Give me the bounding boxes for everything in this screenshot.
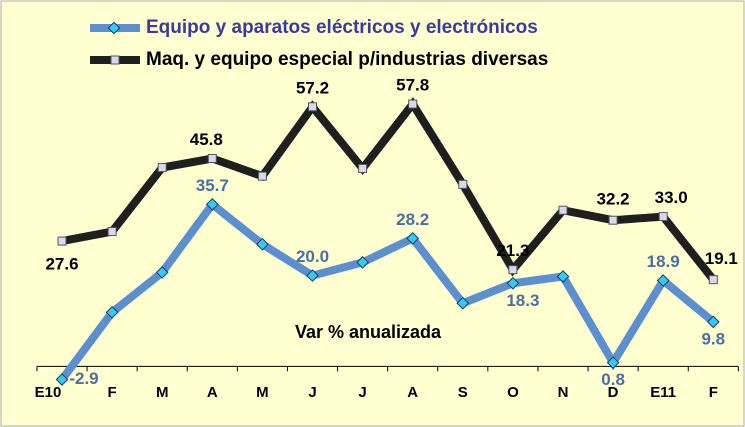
data-label: 45.8 (190, 130, 223, 149)
x-tick-label: M (256, 384, 269, 401)
marker (508, 265, 518, 275)
data-label: 9.8 (701, 329, 725, 348)
marker (506, 276, 520, 290)
marker (658, 212, 668, 222)
x-tick-label: D (608, 384, 619, 401)
data-label: 27.6 (45, 255, 78, 274)
data-label: 28.2 (396, 210, 429, 229)
data-label: 18.3 (506, 291, 539, 310)
marker (105, 305, 119, 319)
legend-label: Equipo y aparatos eléctricos y electróni… (146, 17, 538, 38)
marker (55, 373, 69, 386)
x-tick-label: E11 (650, 384, 676, 401)
marker (205, 197, 219, 211)
series-line (61, 97, 717, 283)
legend-label: Maq. y equipo especial p/industrias dive… (146, 49, 548, 70)
marker (558, 205, 568, 215)
marker (408, 99, 418, 109)
x-tick-label: A (207, 384, 218, 401)
marker (306, 269, 319, 282)
legend-marker (110, 55, 120, 65)
marker (656, 274, 670, 287)
marker (456, 296, 470, 310)
x-tick-label: E10 (35, 384, 62, 401)
x-tick-label: S (458, 384, 468, 401)
marker (706, 315, 720, 329)
data-label: -2.9 (69, 369, 98, 388)
marker (157, 163, 167, 173)
marker (308, 102, 317, 112)
legend-marker (107, 21, 121, 35)
marker (606, 356, 620, 370)
data-label: 0.8 (601, 370, 625, 389)
annotation: Var % anualizada (295, 322, 442, 342)
marker (107, 227, 117, 237)
x-tick-label: F (709, 384, 718, 401)
marker (406, 231, 420, 245)
marker (708, 275, 718, 285)
data-label: 57.8 (396, 76, 429, 95)
data-label: 19.1 (705, 249, 738, 268)
data-label: 18.9 (647, 252, 680, 271)
series-line (58, 198, 716, 382)
marker (358, 163, 368, 173)
x-tick-label: J (358, 384, 366, 401)
x-tick-label: M (156, 384, 169, 401)
marker (207, 154, 217, 164)
marker (155, 266, 169, 279)
x-tick-label: F (108, 384, 117, 401)
marker (556, 270, 570, 283)
marker (256, 237, 269, 251)
x-tick-label: N (558, 384, 569, 401)
data-label: 32.2 (597, 190, 630, 209)
x-tick-label: O (507, 384, 519, 401)
data-label: 33.0 (655, 188, 688, 207)
x-tick-label: A (407, 384, 418, 401)
marker (458, 179, 468, 189)
x-tick-label: J (308, 384, 316, 401)
marker (57, 236, 67, 246)
data-label: 57.2 (296, 78, 329, 97)
marker (608, 215, 618, 225)
data-label: 21.3 (496, 241, 529, 260)
data-label: 20.0 (296, 247, 329, 266)
marker (356, 256, 369, 269)
marker (257, 171, 267, 181)
data-label: 35.7 (196, 176, 229, 195)
